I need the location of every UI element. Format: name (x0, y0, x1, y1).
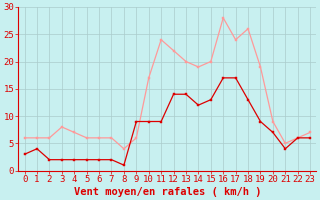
X-axis label: Vent moyen/en rafales ( km/h ): Vent moyen/en rafales ( km/h ) (74, 187, 261, 197)
